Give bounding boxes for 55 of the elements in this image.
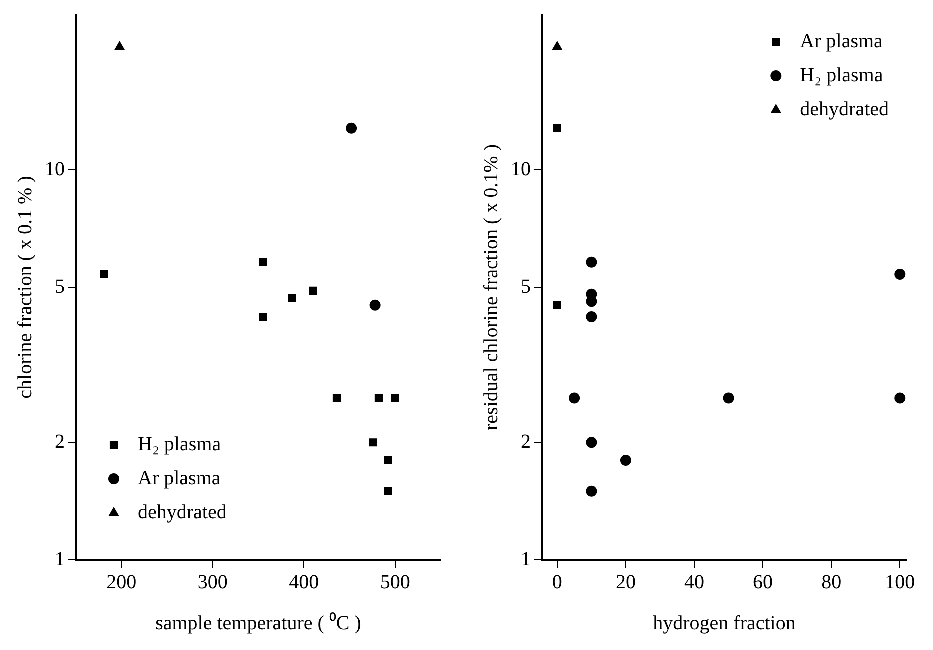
point (586, 312, 598, 323)
point (259, 258, 268, 266)
point (384, 487, 392, 496)
y-axis-title: chlorine fraction ( x 0.1 % ) (14, 176, 36, 399)
y-tick-label: 5 (55, 276, 65, 298)
x-tick-label: 40 (684, 571, 705, 594)
point (553, 124, 562, 132)
legend-label: Ar plasma (138, 467, 221, 490)
y-tick-label: 5 (521, 276, 531, 298)
y-tick-label: 10 (45, 158, 65, 180)
y-tick-label: 2 (521, 430, 531, 453)
point (586, 256, 598, 268)
legend-label: dehydrated (800, 98, 890, 120)
x-tick-label: 0 (552, 571, 562, 594)
y-tick-label: 1 (521, 548, 531, 570)
point (391, 394, 400, 402)
point (586, 296, 598, 308)
x-tick-label: 400 (289, 571, 320, 594)
y-tick-label: 10 (511, 158, 531, 180)
point (369, 438, 378, 447)
point (114, 41, 125, 50)
x-tick-label: 20 (616, 571, 636, 594)
point (370, 300, 381, 311)
point (332, 394, 342, 402)
y-tick-label: 1 (55, 548, 65, 570)
point (569, 392, 580, 404)
point (100, 270, 108, 279)
y-axis-title: residual chlorine fraction ( x 0.1% ) (480, 144, 502, 431)
point (374, 394, 383, 402)
x-tick-label: 60 (753, 571, 774, 594)
point (552, 41, 562, 50)
y-tick-label: 2 (55, 430, 65, 453)
x-tick-label: 200 (106, 571, 137, 594)
point (586, 486, 598, 497)
legend-label: dehydrated (138, 501, 227, 524)
x-axis-title: hydrogen fraction (653, 612, 796, 634)
point (586, 437, 598, 448)
point (620, 454, 632, 466)
legend-label: Ar plasma (800, 30, 884, 52)
point (894, 392, 906, 404)
point (346, 122, 358, 134)
x-tick-label: 500 (380, 571, 410, 594)
point (553, 301, 562, 310)
x-tick-label: 80 (822, 571, 842, 594)
x-tick-label: 300 (198, 571, 228, 594)
point (384, 456, 392, 465)
point (723, 392, 734, 404)
point (309, 286, 318, 295)
legend-label: H₂ plasma (138, 433, 222, 456)
point (259, 312, 268, 322)
legend-label: H₂ plasma (800, 64, 884, 86)
x-axis-title: sample temperature ( ⁰C ) (156, 611, 362, 634)
x-tick-label: 100 (885, 571, 916, 594)
point (288, 294, 296, 302)
point (894, 268, 906, 280)
